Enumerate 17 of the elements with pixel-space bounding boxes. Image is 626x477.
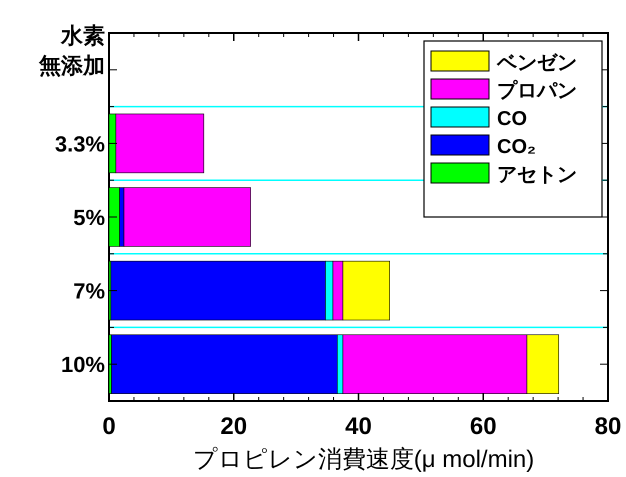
y-tick-label: 10% bbox=[60, 352, 105, 378]
x-tick-label: 20 bbox=[220, 413, 248, 440]
y-tick-label: 3.3% bbox=[54, 131, 105, 156]
x-tick-label: 80 bbox=[594, 413, 622, 440]
x-tick-label: 0 bbox=[102, 413, 116, 440]
legend-label: ベンゼン bbox=[496, 52, 577, 74]
x-axis-title: プロピレン消費速度(μ mol/min) bbox=[192, 446, 534, 473]
legend-label: CO bbox=[497, 108, 527, 130]
y-tick-label: 水素無添加 bbox=[38, 22, 105, 78]
legend-label: プロパン bbox=[497, 79, 577, 102]
y-tick-label: 7% bbox=[73, 278, 105, 304]
legend-label: アセトン bbox=[497, 164, 577, 186]
x-tick-label: 60 bbox=[470, 413, 497, 440]
bar bbox=[124, 187, 251, 247]
legend-label: CO₂ bbox=[497, 136, 536, 158]
x-tick-label: 40 bbox=[345, 413, 372, 440]
y-tick-label: 5% bbox=[73, 205, 105, 230]
